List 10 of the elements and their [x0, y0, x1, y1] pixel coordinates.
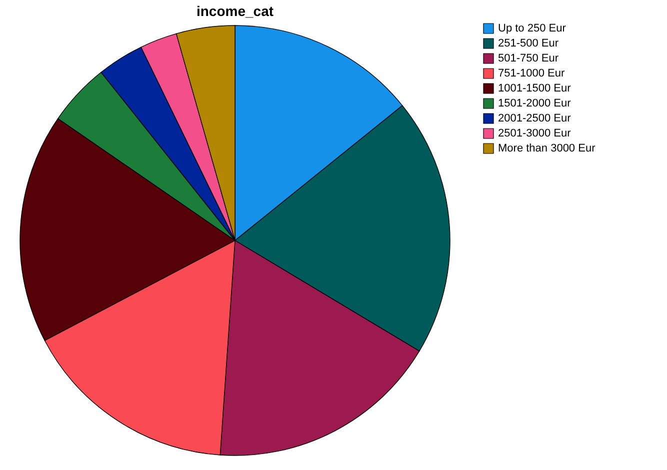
legend-label: Up to 250 Eur: [498, 22, 566, 34]
legend-label: 251-500 Eur: [498, 38, 559, 50]
legend-label: More than 3000 Eur: [498, 142, 596, 154]
legend-label: 501-750 Eur: [498, 52, 559, 64]
legend-label: 751-1000 Eur: [498, 68, 565, 80]
legend-label: 2001-2500 Eur: [498, 112, 572, 124]
legend-label: 2501-3000 Eur: [498, 128, 572, 140]
legend-label: 1001-1500 Eur: [498, 82, 572, 94]
chart-title: income_cat: [196, 3, 274, 19]
legend-label: 1501-2000 Eur: [498, 98, 572, 110]
